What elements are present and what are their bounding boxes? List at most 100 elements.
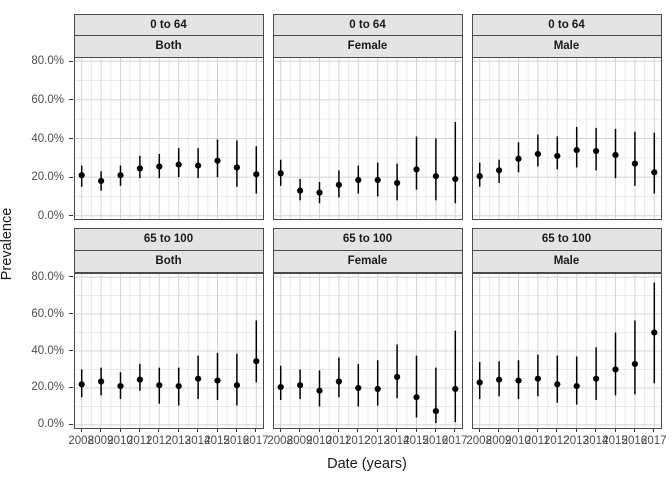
strip-age-65to100-female: 65 to 100 xyxy=(272,228,463,251)
x-tick-mark xyxy=(177,428,179,432)
data-point xyxy=(592,147,599,155)
data-point xyxy=(534,375,541,382)
y-tick-label: 60.0% xyxy=(31,93,64,106)
x-tick-label: 2010 xyxy=(505,435,531,447)
y-tick-label: 40.0% xyxy=(31,344,64,357)
data-point xyxy=(136,165,143,172)
x-tick-mark xyxy=(498,428,500,432)
x-tick-mark xyxy=(337,428,339,432)
data-point xyxy=(393,373,400,380)
x-tick-label: 2016 xyxy=(223,435,250,447)
x-tick-label: 2011 xyxy=(525,435,550,447)
data-point xyxy=(514,376,522,384)
data-point xyxy=(553,152,560,159)
strip-age-0to64-female: 0 to 64 xyxy=(272,13,463,36)
y-tick-label: 80.0% xyxy=(31,55,64,68)
x-tick-label: 2009 xyxy=(485,435,512,447)
data-point xyxy=(592,375,599,382)
x-tick-mark xyxy=(396,428,398,432)
x-tick-label: 2015 xyxy=(602,435,628,447)
x-tick-mark xyxy=(318,428,320,432)
x-tick-mark xyxy=(653,428,655,432)
y-tick-label: 0.0% xyxy=(37,209,64,222)
panel-0to64-female xyxy=(272,57,463,220)
x-tick-label: 2014 xyxy=(582,435,609,447)
data-point xyxy=(451,175,458,183)
y-tick-label: 0.0% xyxy=(37,418,64,431)
strip-age-65to100-male: 65 to 100 xyxy=(471,228,662,251)
strip-sex-male-bottom: Male xyxy=(471,249,662,273)
x-tick-label: 2017 xyxy=(641,435,667,447)
x-tick-label: 2016 xyxy=(621,435,648,447)
x-tick-label: 2014 xyxy=(383,435,410,447)
x-tick-label: 2008 xyxy=(68,435,94,447)
y-tick-label: 20.0% xyxy=(31,381,64,394)
x-tick-mark xyxy=(556,428,558,432)
data-point xyxy=(432,173,439,180)
data-point xyxy=(412,166,420,173)
y-tick-label: 60.0% xyxy=(31,307,64,320)
data-point xyxy=(194,375,201,382)
data-point xyxy=(296,187,303,194)
panel-0to64-male xyxy=(471,57,662,220)
x-tick-mark xyxy=(216,428,218,432)
data-point xyxy=(393,179,400,187)
x-tick-mark xyxy=(299,428,301,432)
data-point xyxy=(451,385,458,392)
data-point xyxy=(213,157,221,164)
x-tick-mark xyxy=(478,428,480,432)
x-tick-mark xyxy=(614,428,616,432)
x-tick-mark xyxy=(357,428,359,432)
data-point xyxy=(631,360,638,367)
x-tick-mark xyxy=(595,428,597,432)
data-point xyxy=(296,381,303,388)
data-point xyxy=(277,170,284,177)
x-tick-label: 2017 xyxy=(442,435,468,447)
data-point xyxy=(412,393,420,400)
data-point xyxy=(315,189,323,196)
data-point xyxy=(495,376,502,383)
y-tick-mark xyxy=(69,215,73,217)
x-tick-mark xyxy=(158,428,160,432)
x-tick-label: 2015 xyxy=(403,435,429,447)
data-point xyxy=(155,163,162,170)
data-point xyxy=(631,160,638,167)
x-tick-mark xyxy=(119,428,121,432)
strip-sex-female-bottom: Female xyxy=(272,249,463,273)
x-tick-label: 2014 xyxy=(184,435,211,447)
x-tick-mark xyxy=(376,428,378,432)
data-point xyxy=(116,172,124,179)
strip-age-0to64-both: 0 to 64 xyxy=(73,13,264,36)
x-tick-mark xyxy=(517,428,519,432)
x-axis-title: Date (years) xyxy=(327,456,407,472)
strip-sex-male-top: Male xyxy=(471,35,662,58)
x-tick-label: 2008 xyxy=(267,435,293,447)
x-tick-label: 2009 xyxy=(286,435,313,447)
data-point xyxy=(432,407,439,414)
x-tick-label: 2016 xyxy=(422,435,449,447)
y-tick-mark xyxy=(69,423,73,425)
x-tick-mark xyxy=(279,428,281,432)
x-tick-label: 2013 xyxy=(165,435,191,447)
x-tick-mark xyxy=(434,428,436,432)
x-tick-mark xyxy=(100,428,102,432)
x-tick-mark xyxy=(197,428,199,432)
strip-sex-both-top: Both xyxy=(73,35,264,58)
data-point xyxy=(213,376,221,384)
data-point xyxy=(194,162,201,169)
data-point xyxy=(175,382,182,389)
panel-0to64-both xyxy=(73,57,264,220)
strip-age-65to100-both: 65 to 100 xyxy=(73,228,264,251)
panel-65to100-male xyxy=(471,272,662,429)
y-tick-mark xyxy=(69,276,73,278)
data-point xyxy=(354,176,361,184)
x-tick-mark xyxy=(138,428,140,432)
strip-sex-both-bottom: Both xyxy=(73,249,264,273)
data-point xyxy=(611,151,619,159)
data-point xyxy=(233,164,240,171)
data-point xyxy=(495,167,502,174)
data-point xyxy=(534,150,541,158)
x-tick-label: 2012 xyxy=(146,435,172,447)
data-point xyxy=(233,381,240,388)
data-point xyxy=(573,382,580,389)
